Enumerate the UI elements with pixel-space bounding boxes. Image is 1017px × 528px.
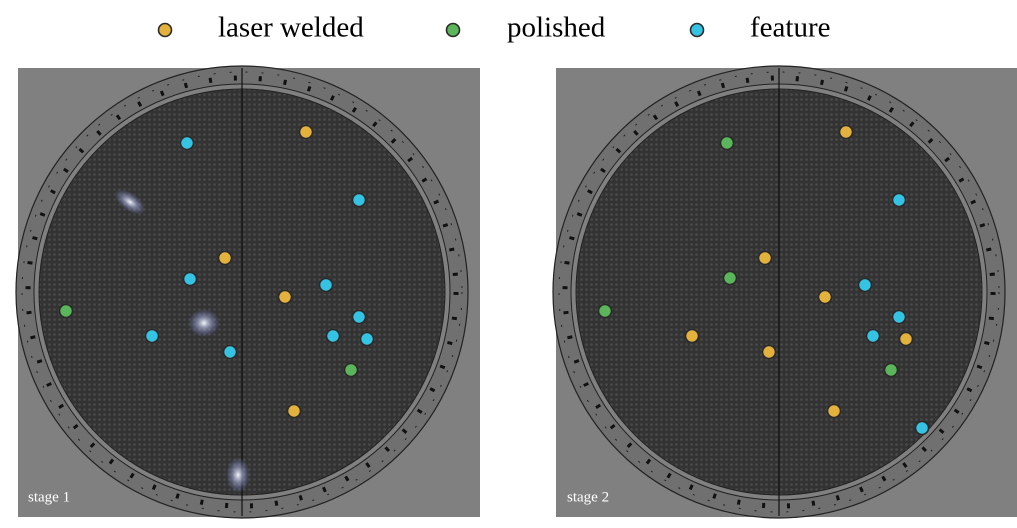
marker <box>719 135 735 151</box>
panel: stage 1 <box>16 66 480 518</box>
marker <box>144 328 160 344</box>
marker <box>757 250 773 266</box>
marker <box>761 344 777 360</box>
marker <box>722 270 738 286</box>
legend-marker <box>689 22 705 38</box>
marker <box>891 192 907 208</box>
panel-label: stage 2 <box>567 489 609 505</box>
marker <box>277 289 293 305</box>
marker <box>914 420 930 436</box>
panel-label: stage 1 <box>28 489 70 505</box>
marker <box>217 250 233 266</box>
legend-marker <box>157 22 173 38</box>
marker <box>318 277 334 293</box>
marker <box>865 328 881 344</box>
marker <box>684 328 700 344</box>
markers <box>597 124 930 436</box>
marker <box>286 403 302 419</box>
marker <box>826 403 842 419</box>
glare <box>114 189 146 215</box>
marker <box>597 303 613 319</box>
glare <box>226 457 250 493</box>
legend-label: polished <box>507 12 606 44</box>
marker <box>351 309 367 325</box>
marker <box>857 277 873 293</box>
marker <box>298 124 314 140</box>
marker <box>343 362 359 378</box>
marker <box>883 362 899 378</box>
panel: stage 2 <box>553 66 1017 518</box>
marker <box>838 124 854 140</box>
markers <box>58 124 375 419</box>
marker <box>351 192 367 208</box>
marker <box>891 309 907 325</box>
marker <box>182 271 198 287</box>
plate <box>553 66 1005 518</box>
legend-marker <box>445 22 461 38</box>
glare <box>188 309 220 337</box>
marker <box>325 328 341 344</box>
marker <box>898 331 914 347</box>
marker <box>359 331 375 347</box>
legend: laser welded polished feature <box>157 12 831 44</box>
legend-label: feature <box>750 12 831 44</box>
marker <box>817 289 833 305</box>
legend-label: laser welded <box>218 12 364 44</box>
plate <box>16 66 468 518</box>
marker <box>222 344 238 360</box>
marker <box>58 303 74 319</box>
marker <box>179 135 195 151</box>
